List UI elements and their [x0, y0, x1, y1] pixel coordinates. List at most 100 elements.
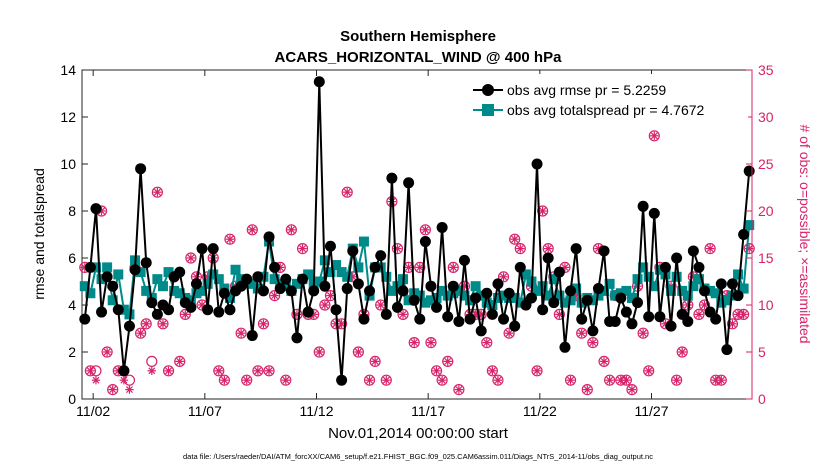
rmse-point [347, 245, 359, 257]
totalspread-point [96, 274, 107, 285]
obs-possible-marker [475, 308, 487, 320]
obs-assimilated-marker [410, 338, 419, 347]
obs-assimilated-marker [605, 376, 614, 385]
obs-possible-marker [246, 224, 258, 236]
obs-possible-marker [213, 365, 225, 377]
obs-asterisk-stroke [410, 339, 418, 347]
obs-assimilated-marker [622, 376, 631, 385]
obs-asterisk-stroke [494, 376, 502, 384]
totalspread-point [230, 264, 241, 275]
obs-possible-marker [442, 355, 454, 367]
obs-possible-marker [185, 252, 197, 264]
obs-asterisk-stroke [142, 320, 150, 328]
x-tick-label: 11/22 [523, 403, 557, 419]
totalspread-point [414, 290, 425, 301]
totalspread-point [185, 295, 196, 306]
obs-possible-marker [743, 243, 755, 255]
obs-assimilated-marker [493, 376, 503, 385]
totalspread-point [532, 285, 543, 296]
rmse-point [492, 278, 504, 290]
obs-possible-marker [101, 346, 113, 358]
obs-possible-marker [280, 374, 292, 386]
obs-assimilated-marker [644, 366, 653, 375]
totalspread-point [118, 304, 129, 315]
obs-assimilated-marker [136, 329, 145, 338]
obs-assimilated-marker [566, 376, 575, 385]
rmse-point [302, 306, 314, 318]
obs-assimilated-marker [142, 319, 151, 328]
totalspread-point [666, 285, 677, 296]
obs-possible-marker [503, 327, 515, 339]
obs-asterisk-stroke [416, 263, 424, 271]
rmse-point [352, 278, 364, 290]
totalspread-point [213, 274, 224, 285]
rmse-point [503, 287, 515, 299]
obs-possible-marker [296, 243, 309, 255]
rmse-point [218, 287, 230, 299]
obs-assimilated-marker [454, 385, 464, 394]
obs-assimilated-marker [532, 366, 542, 375]
rmse-point [414, 313, 426, 325]
totalspread-point [744, 220, 755, 231]
y2-tick-label: 30 [758, 109, 774, 125]
obs-possible-marker [252, 365, 264, 377]
obs-assimilated-marker [672, 376, 681, 385]
obs-possible-marker [269, 290, 281, 302]
obs-possible-marker [84, 365, 96, 377]
rmse-point [185, 301, 197, 313]
obs-asterisk-stroke [673, 376, 681, 384]
obs-assimilated-marker [175, 357, 184, 366]
obs-possible-marker [146, 355, 158, 367]
totalspread-point [208, 269, 219, 280]
totalspread-point [191, 288, 202, 299]
rmse-point [246, 330, 258, 342]
obs-assimilated-marker [248, 225, 257, 234]
rmse-point [693, 261, 705, 273]
obs-assimilated-marker [421, 225, 430, 234]
x-tick-label: 11/27 [635, 403, 669, 419]
obs-possible-marker [497, 271, 510, 283]
rmse-point [269, 261, 281, 273]
obs-possible-marker [419, 224, 431, 236]
rmse-point [565, 285, 577, 297]
obs-asterisk-stroke [678, 348, 686, 356]
obs-assimilated-marker [599, 357, 609, 366]
rmse-point [202, 304, 214, 316]
obs-possible-marker [626, 384, 638, 396]
totalspread-point [604, 278, 615, 289]
rmse-point [224, 304, 236, 316]
obs-assimilated-marker [253, 366, 263, 375]
obs-possible-marker [738, 308, 750, 320]
totalspread-point [599, 285, 610, 296]
rmse-point [481, 287, 493, 299]
rmse-point [257, 285, 269, 297]
obs-possible-marker [391, 243, 404, 255]
legend-rmse-label: obs avg rmse pr = 5.2259 [507, 82, 666, 98]
x-tick-label: 11/07 [188, 403, 222, 419]
obs-asterisk-stroke [382, 376, 390, 384]
obs-possible-marker [107, 384, 119, 396]
obs-assimilated-marker [343, 188, 352, 197]
obs-possible-marker [620, 374, 632, 386]
obs-assimilated-marker [739, 310, 748, 319]
rmse-point [263, 231, 275, 243]
totalspread-point [375, 262, 386, 273]
obs-possible-marker [123, 374, 136, 386]
totalspread-point [314, 276, 325, 287]
obs-assimilated-marker [404, 263, 413, 272]
y-tick-label: 6 [68, 250, 76, 266]
rmse-point [112, 304, 124, 316]
obs-assimilated-marker [91, 376, 101, 385]
rmse-point [648, 207, 660, 219]
rmse-point [291, 332, 303, 344]
totalspread-point [492, 292, 503, 303]
obs-assimilated-marker [225, 235, 235, 244]
obs-possible-marker [643, 365, 655, 377]
rmse-point [196, 243, 208, 255]
totalspread-point [610, 290, 621, 301]
rmse-point [436, 221, 448, 233]
obs-possible-marker [447, 261, 459, 273]
rmse-point [431, 301, 443, 313]
totalspread-point [236, 274, 247, 285]
obs-assimilated-marker [153, 188, 162, 197]
